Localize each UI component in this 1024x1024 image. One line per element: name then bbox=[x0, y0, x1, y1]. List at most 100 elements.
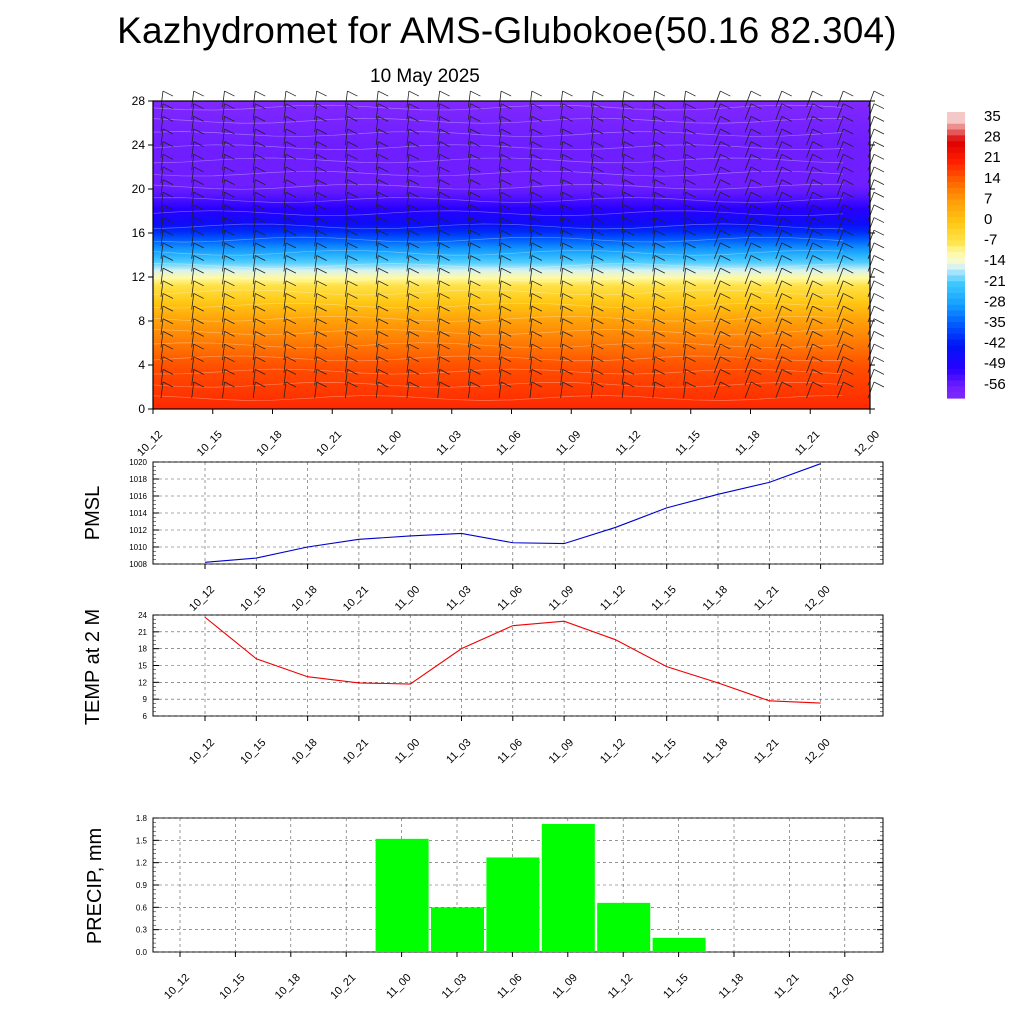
wind-barb-flag bbox=[750, 255, 762, 261]
wind-barb-flag bbox=[347, 229, 358, 236]
wind-barb bbox=[744, 356, 752, 373]
wind-barb-flag bbox=[377, 331, 389, 337]
wind-barb-flag bbox=[781, 217, 792, 223]
wind-barb bbox=[806, 166, 813, 184]
x-tick-label: 11_06 bbox=[494, 429, 524, 459]
wind-barb bbox=[621, 141, 625, 158]
wind-barb-flag bbox=[347, 331, 358, 337]
wind-barb-flag bbox=[720, 217, 731, 223]
wind-barb-flag bbox=[623, 343, 635, 350]
wind-barb-flag bbox=[812, 229, 823, 236]
wind-barb bbox=[744, 331, 752, 348]
wind-barb-flag bbox=[873, 343, 885, 350]
wind-barb bbox=[806, 381, 813, 399]
wind-barb bbox=[498, 217, 502, 234]
wind-barb-flag bbox=[500, 90, 512, 97]
wind-barb-flag bbox=[408, 166, 420, 173]
wind-barb-flag bbox=[316, 128, 327, 135]
wind-barb bbox=[621, 91, 625, 108]
wind-barb-flag bbox=[470, 368, 481, 375]
wind-barb bbox=[836, 154, 844, 171]
wind-barb bbox=[806, 204, 813, 222]
wind-barb-flag bbox=[685, 305, 696, 312]
wind-barb-flag bbox=[531, 305, 543, 312]
wind-barb bbox=[806, 192, 813, 209]
contour-line bbox=[152, 289, 844, 296]
wind-barb bbox=[314, 128, 318, 146]
wind-barb bbox=[375, 381, 379, 399]
wind-barb bbox=[621, 318, 625, 335]
wind-barb-flag bbox=[193, 229, 204, 236]
wind-barb bbox=[806, 343, 813, 361]
wind-barb-flag bbox=[162, 153, 174, 160]
wind-barb-flag bbox=[408, 204, 420, 211]
wind-barb bbox=[375, 318, 379, 335]
wind-barb-flag bbox=[562, 242, 573, 249]
wind-barb-flag bbox=[873, 166, 885, 173]
wind-barb bbox=[160, 166, 164, 183]
wind-barb bbox=[806, 103, 813, 120]
wind-barb-flag bbox=[408, 90, 420, 97]
wind-barb-flag bbox=[162, 128, 174, 135]
wind-barb-flag bbox=[623, 229, 635, 236]
wind-barb bbox=[252, 280, 256, 297]
wind-barb bbox=[560, 242, 564, 259]
wind-barb bbox=[222, 217, 225, 234]
wind-barb-flag bbox=[781, 90, 792, 97]
wind-barb bbox=[836, 381, 844, 399]
wind-barb-flag bbox=[531, 280, 543, 287]
wind-barb bbox=[836, 280, 844, 297]
wind-barb bbox=[744, 381, 752, 399]
wind-barb bbox=[529, 103, 533, 120]
precip-axis-label: PRECIP, mm bbox=[84, 828, 106, 944]
wind-barb-flag bbox=[685, 166, 696, 173]
wind-barb-flag bbox=[255, 229, 266, 236]
wind-barb bbox=[283, 116, 287, 133]
wind-barb-flag bbox=[812, 267, 823, 274]
x-tick-label: 11_15 bbox=[649, 584, 679, 614]
wind-barb-flag bbox=[224, 381, 235, 388]
wind-barb bbox=[836, 318, 844, 335]
wind-barb-flag bbox=[843, 356, 854, 363]
wind-barb-flag bbox=[531, 242, 543, 249]
colorbar-segment bbox=[947, 263, 965, 271]
wind-barb-flag bbox=[750, 103, 762, 110]
wind-barb bbox=[467, 116, 471, 133]
wind-barb bbox=[621, 306, 625, 323]
wind-barb bbox=[406, 230, 410, 247]
wind-barb bbox=[406, 192, 410, 209]
wind-barb-flag bbox=[873, 242, 885, 249]
wind-barb-flag bbox=[439, 115, 450, 122]
wind-barb bbox=[775, 116, 783, 133]
wind-barb-flag bbox=[843, 153, 854, 160]
wind-barb bbox=[621, 128, 625, 146]
wind-barb-flag bbox=[654, 381, 666, 388]
wind-barb-flag bbox=[531, 141, 543, 148]
wind-barb-flag bbox=[750, 305, 762, 312]
wind-barb-flag bbox=[623, 90, 635, 97]
wind-barb-flag bbox=[812, 280, 823, 287]
wind-barb-flag bbox=[347, 368, 358, 375]
wind-barb-flag bbox=[685, 280, 696, 287]
wind-barb-flag bbox=[470, 191, 481, 198]
wind-barb-flag bbox=[193, 280, 204, 287]
wind-barb bbox=[621, 166, 625, 183]
wind-barb bbox=[713, 103, 721, 120]
colorbar-segment bbox=[947, 211, 965, 218]
wind-barb-flag bbox=[685, 191, 696, 198]
wind-barb-flag bbox=[781, 331, 792, 337]
wind-barb bbox=[590, 268, 594, 285]
wind-barb-flag bbox=[377, 305, 389, 312]
wind-barb bbox=[806, 242, 813, 259]
x-tick-label: 11_21 bbox=[752, 737, 782, 767]
wind-barb-flag bbox=[255, 115, 266, 122]
wind-barb-flag bbox=[843, 103, 854, 110]
wind-barb-flag bbox=[162, 267, 174, 274]
wind-barb-flag bbox=[377, 242, 389, 249]
wind-barb-flag bbox=[812, 318, 823, 325]
wind-barb bbox=[775, 280, 783, 297]
wind-barb bbox=[345, 141, 348, 158]
wind-barb-flag bbox=[593, 242, 604, 249]
wind-barb-flag bbox=[439, 128, 450, 135]
